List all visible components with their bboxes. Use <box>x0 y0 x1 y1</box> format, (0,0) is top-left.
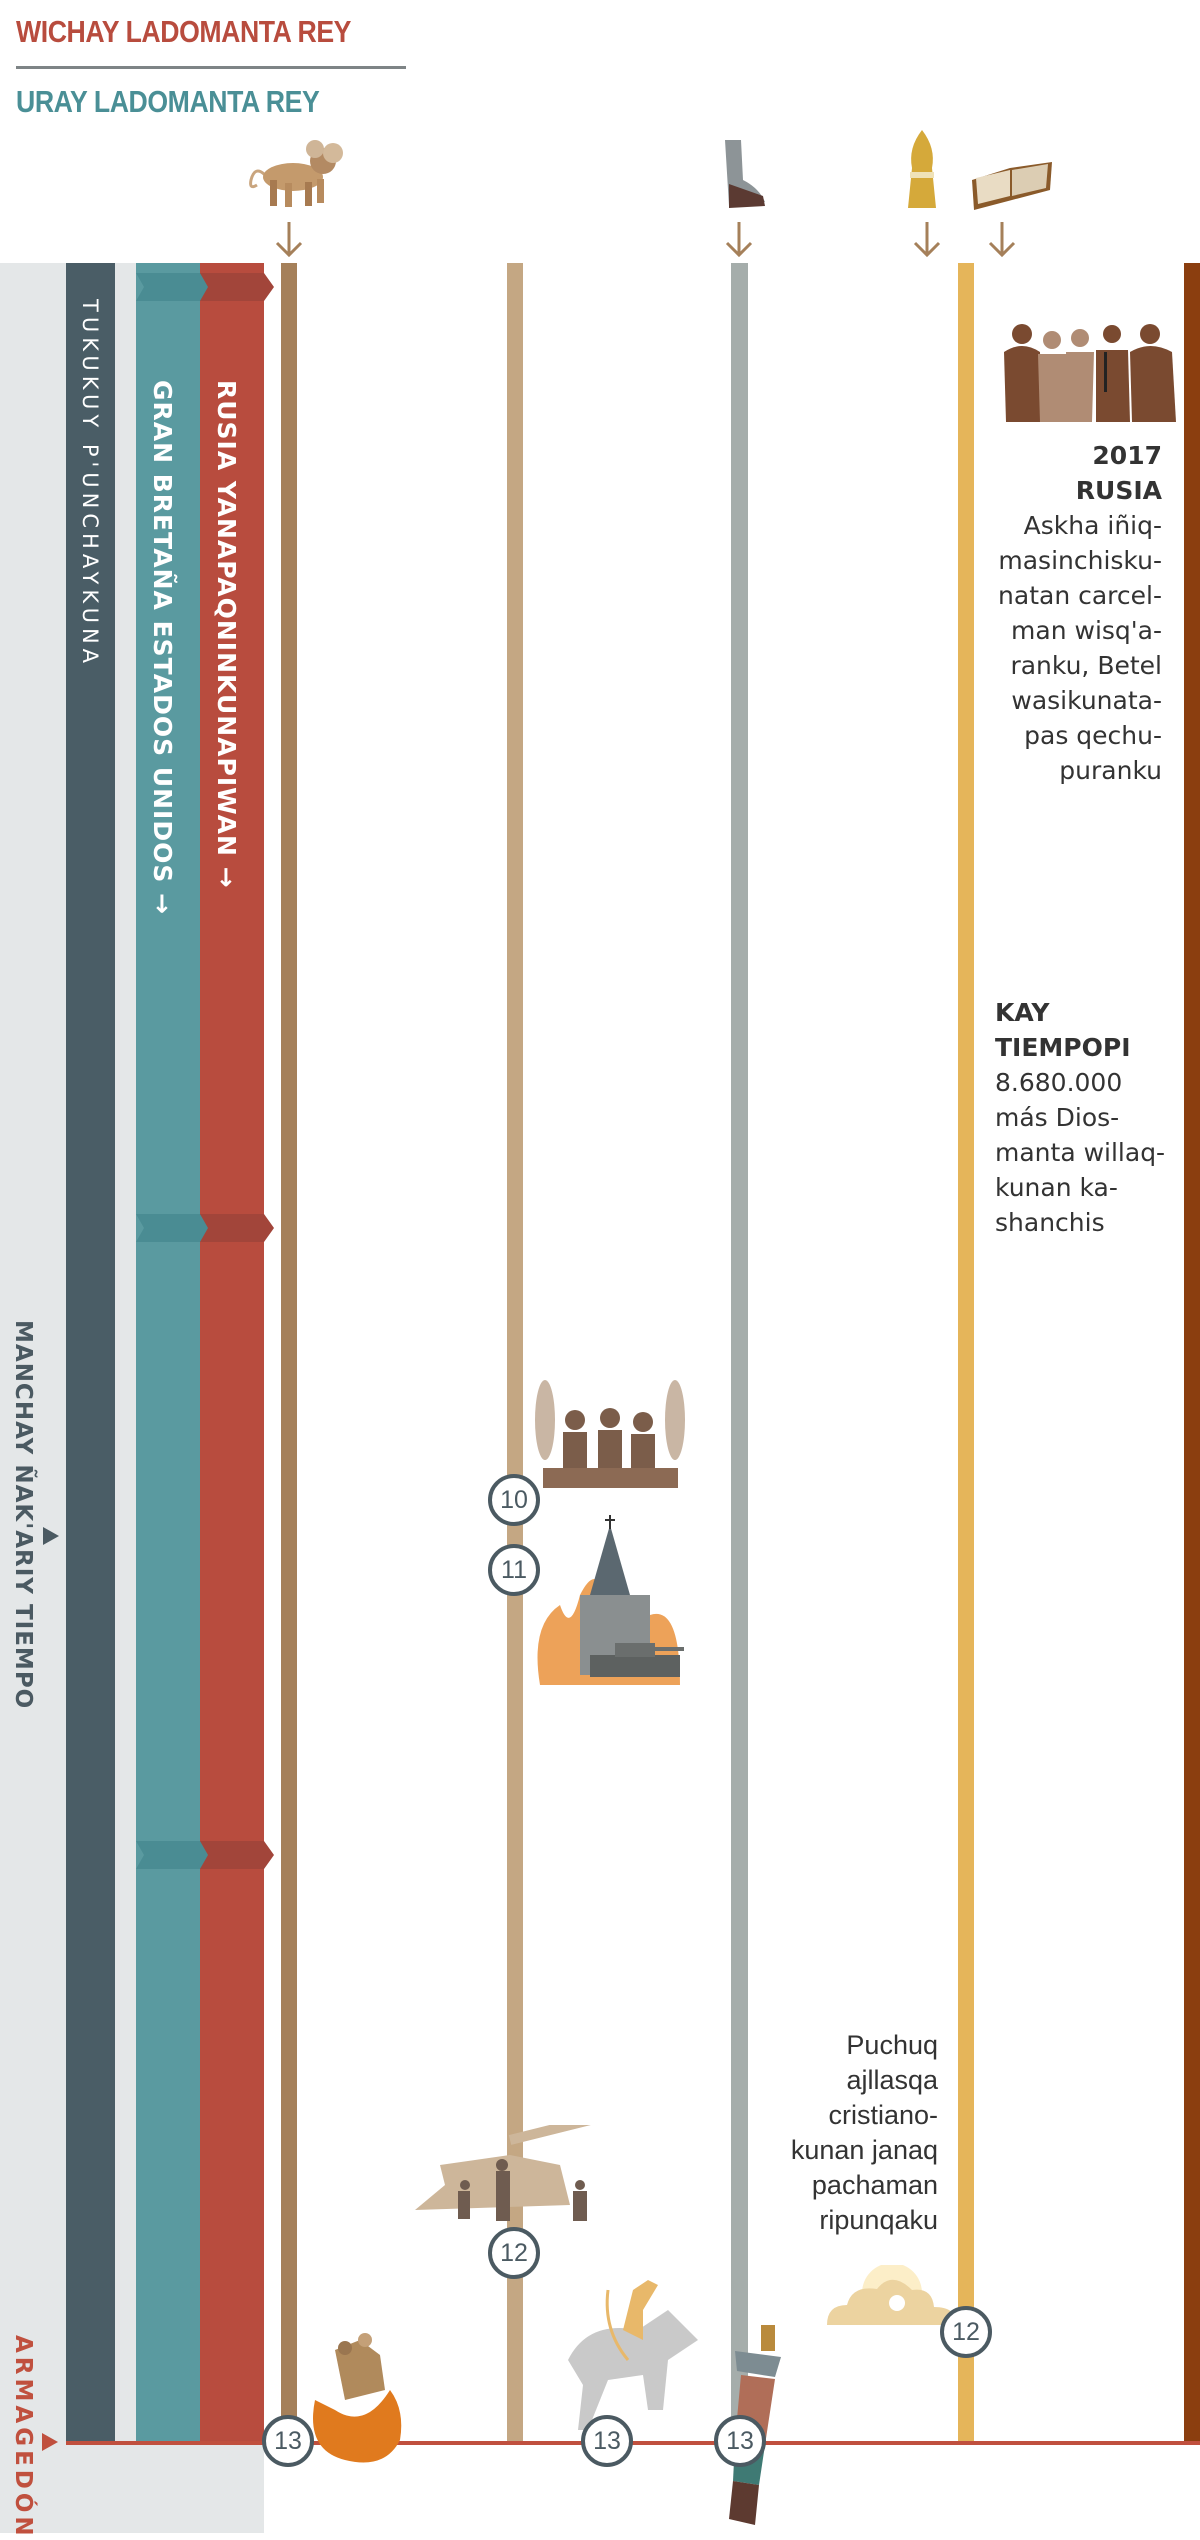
event-line: Puchuq <box>846 2030 938 2060</box>
event-line: pachaman <box>811 2170 938 2200</box>
today-event: KAY TIEMPOPI 8.680.000 más Dios- manta w… <box>995 995 1165 1240</box>
arrow-down-icon <box>988 222 1016 258</box>
wheat-timeline <box>958 263 974 2443</box>
north-column-label: RUSIA YANAPAQNINKUNAPIWAN → <box>212 380 241 889</box>
marker-triangle-icon <box>42 2433 58 2451</box>
russia-2017-event: 2017 RUSIA Askha iñiq- masinchisku- nata… <box>998 438 1162 788</box>
marker-triangle-icon <box>43 1527 59 1545</box>
tank-soldiers-illustration <box>415 2125 599 2221</box>
iron-clay-feet-icon <box>725 140 765 208</box>
last-days-label: TUKUKUY P'UNCHAYKUNA <box>78 299 102 669</box>
event-badge-13: 13 <box>581 2415 633 2467</box>
event-line: cristiano- <box>828 2100 938 2130</box>
glowing-cloud-illustration <box>827 2265 957 2325</box>
wheat-sheaf-icon <box>908 130 936 208</box>
last-days-column: TUKUKUY P'UNCHAYKUNA <box>66 263 115 2443</box>
event-line: masinchisku- <box>998 546 1162 575</box>
event-line: kunan ka- <box>995 1173 1118 1202</box>
beast-timeline <box>281 263 297 2443</box>
anointed-event: Puchuq ajllasqa cristiano- kunan janaq p… <box>791 2028 938 2238</box>
south-north-columns <box>136 263 274 2443</box>
event-line: natan carcel- <box>998 581 1162 610</box>
armageddon-label: ARMAGEDÓN <box>10 2335 36 2540</box>
great-tribulation-label: MANCHAY ÑAK'ARIY TIEMPO <box>10 1320 36 1710</box>
arrow-down-icon <box>913 222 941 258</box>
event-line: wasikunata- <box>1011 686 1162 715</box>
event-badge-13: 13 <box>714 2415 766 2467</box>
event-line: 8.680.000 <box>995 1068 1123 1097</box>
event-line: ajllasqa <box>846 2065 938 2095</box>
event-line: manta willaq- <box>995 1138 1166 1167</box>
event-line: ripunqaku <box>819 2205 938 2235</box>
un-assembly-illustration <box>535 1380 685 1488</box>
event-line: kunan janaq <box>790 2135 938 2165</box>
event-badge-12: 12 <box>940 2306 992 2358</box>
event-line: ranku, Betel <box>1010 651 1162 680</box>
event-year: 2017 <box>1092 441 1162 470</box>
event-line: puranku <box>1059 756 1162 785</box>
event-badge-11: 11 <box>488 1544 540 1596</box>
event-line: man wisq'a- <box>1011 616 1162 645</box>
open-bible-icon <box>972 162 1052 210</box>
event-line: shanchis <box>995 1208 1105 1237</box>
arrested-people-illustration <box>1004 324 1176 422</box>
armageddon-line <box>66 2441 1200 2445</box>
header-divider <box>16 66 406 69</box>
event-heading: TIEMPOPI <box>995 1033 1131 1062</box>
arrow-down-icon <box>275 222 303 258</box>
feet-timeline <box>731 263 748 2443</box>
arrow-down-icon <box>725 222 753 258</box>
event-line: Askha iñiq- <box>1023 511 1162 540</box>
right-edge-bar <box>1184 263 1200 2443</box>
rider-white-horse-illustration <box>568 2280 698 2430</box>
burning-church-illustration <box>537 1515 684 1685</box>
event-place: RUSIA <box>1075 476 1162 505</box>
event-line: más Dios- <box>995 1103 1120 1132</box>
event-line: pas qechu- <box>1024 721 1162 750</box>
event-badge-13: 13 <box>262 2415 314 2467</box>
event-heading: KAY <box>995 998 1050 1027</box>
south-column-label: GRAN BRETAÑA ESTADOS UNIDOS → <box>148 380 177 916</box>
image-timeline <box>507 263 523 2443</box>
title-king-of-the-south: URAY LADOMANTA REY <box>16 84 320 119</box>
event-badge-10: 10 <box>488 1474 540 1526</box>
event-badge-12: 12 <box>488 2227 540 2279</box>
title-king-of-the-north: WICHAY LADOMANTA REY <box>16 14 352 49</box>
beast-in-fire-illustration <box>313 2333 402 2463</box>
lion-beast-icon <box>249 140 343 207</box>
